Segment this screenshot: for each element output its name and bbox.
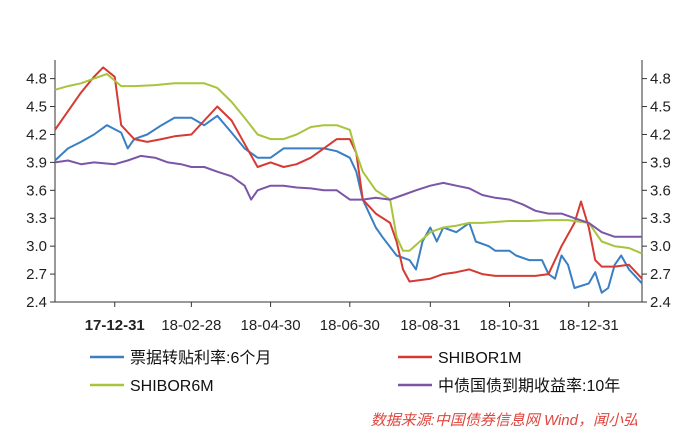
y-tick-label-right: 4.2 bbox=[650, 126, 671, 143]
x-tick-label: 18-04-30 bbox=[241, 317, 301, 334]
y-tick-label-left: 3.6 bbox=[26, 182, 47, 199]
series-layer bbox=[54, 66, 643, 294]
legend-label: 中债国债到期收益率:10年 bbox=[438, 377, 620, 395]
legend-label: SHIBOR1M bbox=[438, 350, 522, 367]
legend: 票据转贴利率:6个月 SHIBOR1M SHIBOR6M 中债国债到期收益率:10年 bbox=[90, 349, 620, 395]
series-line-2 bbox=[54, 66, 643, 283]
y-tick-label-left: 2.4 bbox=[26, 294, 47, 311]
y-tick-label-right: 2.7 bbox=[650, 266, 671, 283]
plot-frame bbox=[54, 60, 643, 303]
source-note: 数据来源:中国债券信息网 Wind，闻小弘 bbox=[371, 412, 638, 429]
y-tick-label-right: 4.8 bbox=[650, 71, 671, 88]
x-tick-label: 18-10-31 bbox=[480, 317, 540, 334]
y-tick-label-left: 2.7 bbox=[26, 266, 47, 283]
legend-label: 票据转贴利率:6个月 bbox=[130, 349, 271, 367]
y-tick-label-right: 3.0 bbox=[650, 238, 671, 255]
x-tick-label: 18-06-30 bbox=[320, 317, 380, 334]
y-tick-label-right: 4.5 bbox=[650, 99, 671, 116]
y-tick-label-left: 3.9 bbox=[26, 154, 47, 171]
x-tick-label: 18-12-31 bbox=[559, 317, 619, 334]
y-tick-label-left: 4.2 bbox=[26, 126, 47, 143]
y-tick-label-right: 3.6 bbox=[650, 182, 671, 199]
y-tick-label-left: 3.3 bbox=[26, 210, 47, 227]
x-tick-label: 17-12-31 bbox=[85, 317, 145, 334]
series-line-4 bbox=[54, 154, 642, 238]
series-line-1 bbox=[54, 114, 643, 294]
x-axis: 17-12-31 18-02-28 18-04-30 18-06-30 18-08-31… bbox=[85, 302, 619, 334]
x-tick-label: 18-02-28 bbox=[161, 317, 221, 334]
y-tick-label-left: 4.8 bbox=[26, 71, 47, 88]
y-tick-label-right: 3.9 bbox=[650, 154, 671, 171]
y-tick-label-right: 3.3 bbox=[650, 210, 671, 227]
y-axis-left: 4.8 4.5 4.2 3.9 3.6 3.3 3.0 2.7 2.4 bbox=[26, 71, 55, 311]
y-tick-label-left: 4.5 bbox=[26, 99, 47, 116]
y-axis-right: 4.8 4.5 4.2 3.9 3.6 3.3 3.0 2.7 2.4 bbox=[642, 71, 671, 311]
legend-label: SHIBOR6M bbox=[130, 378, 214, 395]
y-tick-label-right: 2.4 bbox=[650, 294, 671, 311]
series-line-3 bbox=[54, 73, 643, 255]
y-tick-label-left: 3.0 bbox=[26, 238, 47, 255]
x-tick-label: 18-08-31 bbox=[400, 317, 460, 334]
